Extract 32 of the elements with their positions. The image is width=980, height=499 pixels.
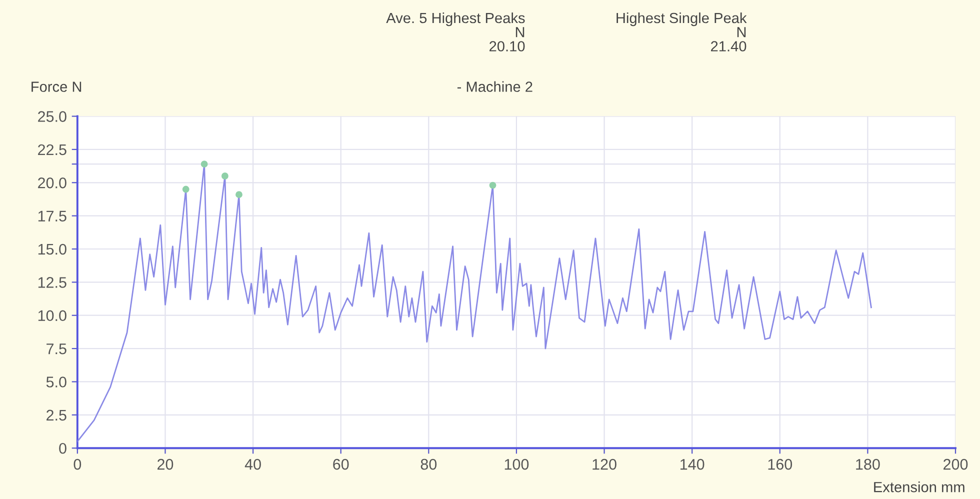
x-axis-title: Extension mm xyxy=(874,482,964,492)
point xyxy=(489,182,496,189)
x-tick-label: 120 xyxy=(592,458,616,470)
x-tick-label: 20 xyxy=(158,458,174,470)
point xyxy=(182,186,190,193)
x-tick-label: 100 xyxy=(504,458,529,470)
point xyxy=(236,191,242,198)
point xyxy=(200,160,208,168)
chart-title: - Machine 2 xyxy=(457,81,532,92)
x-tick-label: 0 xyxy=(74,458,82,470)
y-axis-title: Force N xyxy=(32,82,82,92)
text: Ave. 5 Highest Peaks N 20.10 xyxy=(386,12,525,52)
text: Highest Single Peak N 21.40 xyxy=(616,12,747,52)
x-tick-label: 180 xyxy=(856,458,880,470)
x-tick-label: 200 xyxy=(944,458,968,470)
x-tick-label: 60 xyxy=(333,458,349,470)
y-tick-label: 25.0 xyxy=(38,111,66,122)
point xyxy=(221,172,228,180)
y-tick-label: 7.5 xyxy=(46,344,66,354)
x-tick-label: 140 xyxy=(680,458,704,470)
x-tick-label: 80 xyxy=(420,458,437,470)
y-tick-label: 22.5 xyxy=(38,144,66,156)
y-tick-label: 15.0 xyxy=(38,244,66,255)
y-tick-label: 12.5 xyxy=(38,277,66,288)
y-tick-label: 2.5 xyxy=(46,410,66,421)
x-tick-label: 160 xyxy=(768,458,792,470)
y-tick-label: 0 xyxy=(59,442,66,454)
x-tick-label: 40 xyxy=(244,458,261,470)
y-tick-label: 17.5 xyxy=(38,210,66,222)
y-tick-label: 20.0 xyxy=(38,178,66,188)
y-tick-label: 5.0 xyxy=(46,376,66,388)
y-tick-label: 10.0 xyxy=(38,310,66,322)
